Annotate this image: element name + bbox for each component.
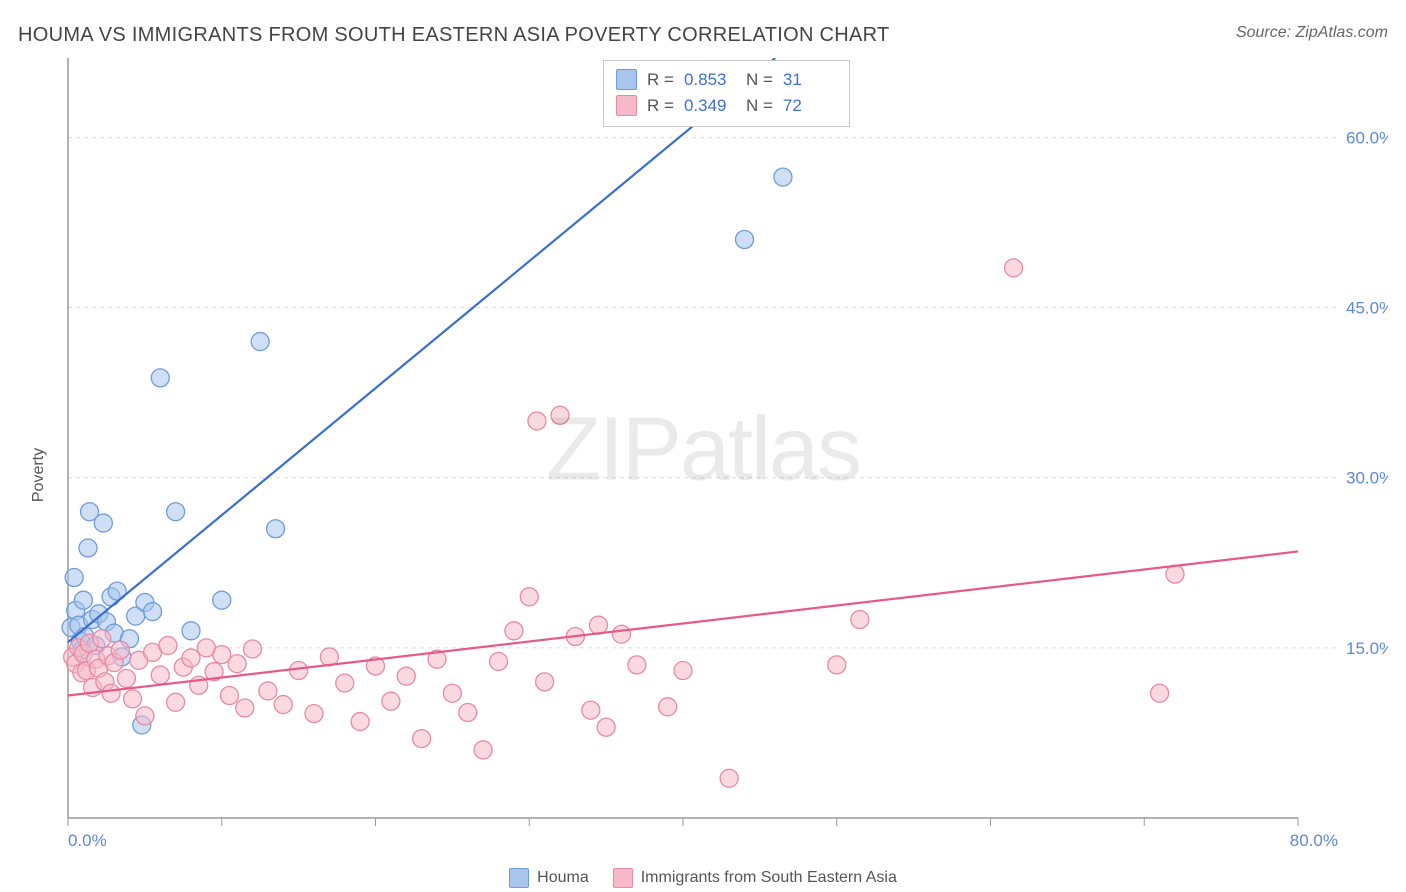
data-point	[613, 625, 631, 643]
data-point	[413, 730, 431, 748]
data-point	[236, 699, 254, 717]
data-point	[124, 690, 142, 708]
stat-label: N =	[746, 93, 773, 119]
correlation-stats-box: R = 0.853 N = 31 R = 0.349 N = 72	[603, 60, 850, 127]
x-tick-label: 0.0%	[68, 831, 107, 850]
stat-label: R =	[647, 67, 674, 93]
data-point	[505, 622, 523, 640]
data-point	[65, 569, 83, 587]
series-swatch	[616, 69, 637, 90]
data-point	[520, 588, 538, 606]
data-point	[251, 333, 269, 351]
data-point	[93, 630, 111, 648]
source-attribution: Source: ZipAtlas.com	[1236, 24, 1388, 42]
stats-row: R = 0.349 N = 72	[616, 93, 835, 119]
legend-label: Houma	[537, 869, 589, 887]
data-point	[674, 662, 692, 680]
data-point	[1151, 684, 1169, 702]
x-tick-label: 80.0%	[1290, 831, 1338, 850]
data-point	[528, 412, 546, 430]
data-point	[1166, 565, 1184, 583]
data-point	[228, 655, 246, 673]
scatter-plot: 15.0% 30.0% 45.0% 60.0% 0.0% 80.0%	[18, 58, 1388, 862]
data-point	[828, 656, 846, 674]
data-point	[167, 693, 185, 711]
data-point	[597, 718, 615, 736]
data-point	[111, 641, 129, 659]
data-point	[274, 696, 292, 714]
data-point	[117, 669, 135, 687]
data-point	[382, 692, 400, 710]
data-point	[136, 707, 154, 725]
chart-title: HOUMA VS IMMIGRANTS FROM SOUTH EASTERN A…	[18, 24, 890, 47]
data-point	[720, 769, 738, 787]
y-tick-label: 60.0%	[1346, 128, 1388, 147]
data-point	[267, 520, 285, 538]
data-point	[94, 514, 112, 532]
series-swatch	[616, 95, 637, 116]
data-point	[351, 713, 369, 731]
data-point	[144, 603, 162, 621]
trend-line	[68, 58, 775, 642]
r-value: 0.349	[684, 93, 736, 119]
legend: Houma Immigrants from South Eastern Asia	[18, 868, 1388, 888]
data-point	[220, 686, 238, 704]
legend-swatch	[509, 868, 529, 888]
y-axis-label: Poverty	[30, 448, 48, 502]
chart-area: Poverty 15.0%30.0%45.0%60.0%0.0%80.0% ZI…	[18, 58, 1388, 892]
data-point	[659, 698, 677, 716]
data-point	[536, 673, 554, 691]
data-point	[589, 616, 607, 634]
data-point	[74, 591, 92, 609]
stat-label: R =	[647, 93, 674, 119]
y-tick-label: 15.0%	[1346, 639, 1388, 658]
stats-row: R = 0.853 N = 31	[616, 67, 835, 93]
y-tick-label: 45.0%	[1346, 299, 1388, 318]
data-point	[305, 705, 323, 723]
data-point	[102, 684, 120, 702]
stat-label: N =	[746, 67, 773, 93]
data-point	[490, 652, 508, 670]
data-point	[443, 684, 461, 702]
data-point	[151, 666, 169, 684]
data-point	[213, 591, 231, 609]
data-point	[628, 656, 646, 674]
r-value: 0.853	[684, 67, 736, 93]
data-point	[182, 622, 200, 640]
data-point	[290, 662, 308, 680]
data-point	[1005, 259, 1023, 277]
data-point	[551, 406, 569, 424]
data-point	[851, 610, 869, 628]
data-point	[459, 704, 477, 722]
header: HOUMA VS IMMIGRANTS FROM SOUTH EASTERN A…	[0, 0, 1406, 55]
data-point	[336, 674, 354, 692]
n-value: 31	[783, 67, 835, 93]
legend-item: Houma	[509, 868, 589, 888]
data-point	[774, 168, 792, 186]
data-point	[167, 503, 185, 521]
data-point	[79, 539, 97, 557]
data-point	[397, 667, 415, 685]
data-point	[736, 230, 754, 248]
data-point	[474, 741, 492, 759]
data-point	[582, 701, 600, 719]
data-point	[182, 649, 200, 667]
data-point	[151, 369, 169, 387]
data-point	[159, 637, 177, 655]
n-value: 72	[783, 93, 835, 119]
data-point	[244, 640, 262, 658]
data-point	[259, 682, 277, 700]
legend-label: Immigrants from South Eastern Asia	[641, 869, 897, 887]
legend-item: Immigrants from South Eastern Asia	[613, 868, 897, 888]
y-tick-label: 30.0%	[1346, 469, 1388, 488]
legend-swatch	[613, 868, 633, 888]
